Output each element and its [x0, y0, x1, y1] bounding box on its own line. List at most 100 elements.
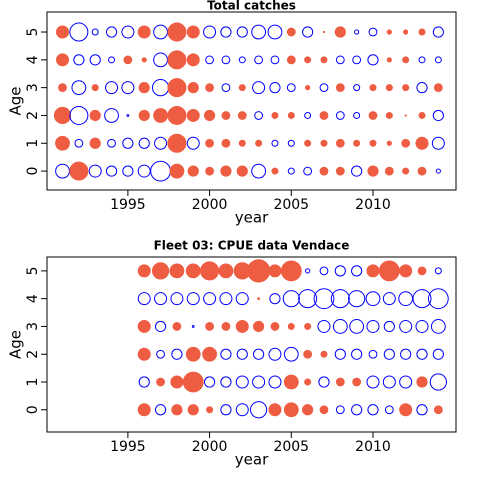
bubble [186, 292, 200, 306]
bubble [218, 263, 234, 279]
bubble [416, 376, 428, 388]
bubble [334, 26, 346, 38]
bubble [167, 78, 187, 98]
bubble [187, 404, 199, 416]
bubble [302, 404, 314, 416]
bubble [378, 260, 400, 282]
bubble [73, 54, 85, 66]
bubble [304, 139, 312, 147]
bubble [320, 350, 328, 358]
bubble [138, 109, 150, 122]
x-tick-label: 2000 [192, 197, 228, 213]
bubble [353, 111, 361, 119]
bubble [253, 348, 265, 360]
bubble [169, 163, 185, 179]
bubble [55, 135, 70, 151]
bubble [141, 57, 147, 63]
bubble [235, 375, 249, 389]
bubble [402, 56, 410, 64]
bubble [432, 348, 444, 360]
bubble [283, 346, 299, 362]
bubble [203, 109, 216, 122]
bubble [271, 167, 279, 175]
bubble [205, 55, 214, 65]
bubble [319, 405, 329, 415]
bubble [267, 24, 283, 40]
bubble [368, 111, 378, 120]
bubble [433, 83, 443, 93]
bubble [286, 83, 296, 93]
bubble [429, 373, 447, 391]
bubble [268, 403, 282, 417]
bubble [319, 111, 329, 120]
bubble [53, 106, 72, 125]
bubble [203, 376, 216, 388]
bubble [167, 22, 187, 42]
y-axis-label: Age [7, 330, 25, 359]
bubble [432, 26, 444, 38]
bubble [137, 403, 151, 417]
bubble [108, 56, 116, 64]
bubble [171, 348, 183, 360]
bubble [171, 404, 183, 416]
bubble [153, 24, 168, 40]
bubble [302, 26, 314, 38]
bubble [255, 139, 263, 147]
bubble [417, 266, 427, 276]
bubble [268, 264, 282, 278]
bubble [137, 164, 151, 178]
bubble [89, 137, 101, 149]
bubble [287, 139, 295, 147]
bubble [416, 348, 428, 360]
bubble [280, 260, 302, 282]
bubble [221, 83, 231, 93]
bubble [286, 27, 296, 37]
bubble [88, 164, 102, 178]
bubble [220, 26, 232, 38]
bubble [386, 29, 392, 35]
bubble [317, 319, 331, 333]
bubble [418, 56, 426, 64]
bubble [156, 349, 165, 359]
bubble [74, 138, 84, 148]
bubble [282, 290, 300, 308]
bubble [385, 111, 393, 119]
bubble [334, 265, 346, 277]
x-tick-label: 2010 [355, 439, 391, 455]
bubble [332, 319, 348, 334]
bubble [351, 348, 363, 360]
bubble [270, 322, 280, 331]
bubble [319, 83, 329, 93]
chart-title: Fleet 03: CPUE data Vendace [154, 239, 350, 253]
bubble [385, 84, 393, 92]
bubble [400, 348, 412, 360]
bubble [167, 133, 187, 153]
bubble [156, 377, 165, 387]
bubble [122, 165, 134, 177]
bubble [268, 347, 282, 361]
bubble [366, 264, 380, 278]
bubble [238, 139, 246, 147]
bubble [368, 349, 378, 359]
bubble [353, 139, 361, 147]
bubble [418, 111, 426, 119]
bubble [185, 263, 201, 279]
x-tick-label: 1995 [110, 197, 146, 213]
bubble [220, 404, 232, 416]
bubble [434, 267, 442, 275]
x-tick-label: 2005 [273, 439, 309, 455]
bubble [104, 108, 119, 123]
bubble [366, 319, 380, 333]
bubble [348, 290, 366, 308]
bubble [435, 168, 441, 174]
bubble [205, 138, 214, 148]
bubble [417, 166, 427, 176]
bubble [137, 347, 151, 361]
bubble [252, 375, 266, 389]
bubble [353, 84, 361, 92]
bubble [319, 166, 329, 176]
bubble [298, 289, 318, 309]
bubble [303, 349, 313, 359]
bubble [257, 297, 261, 301]
bubble [220, 376, 232, 388]
